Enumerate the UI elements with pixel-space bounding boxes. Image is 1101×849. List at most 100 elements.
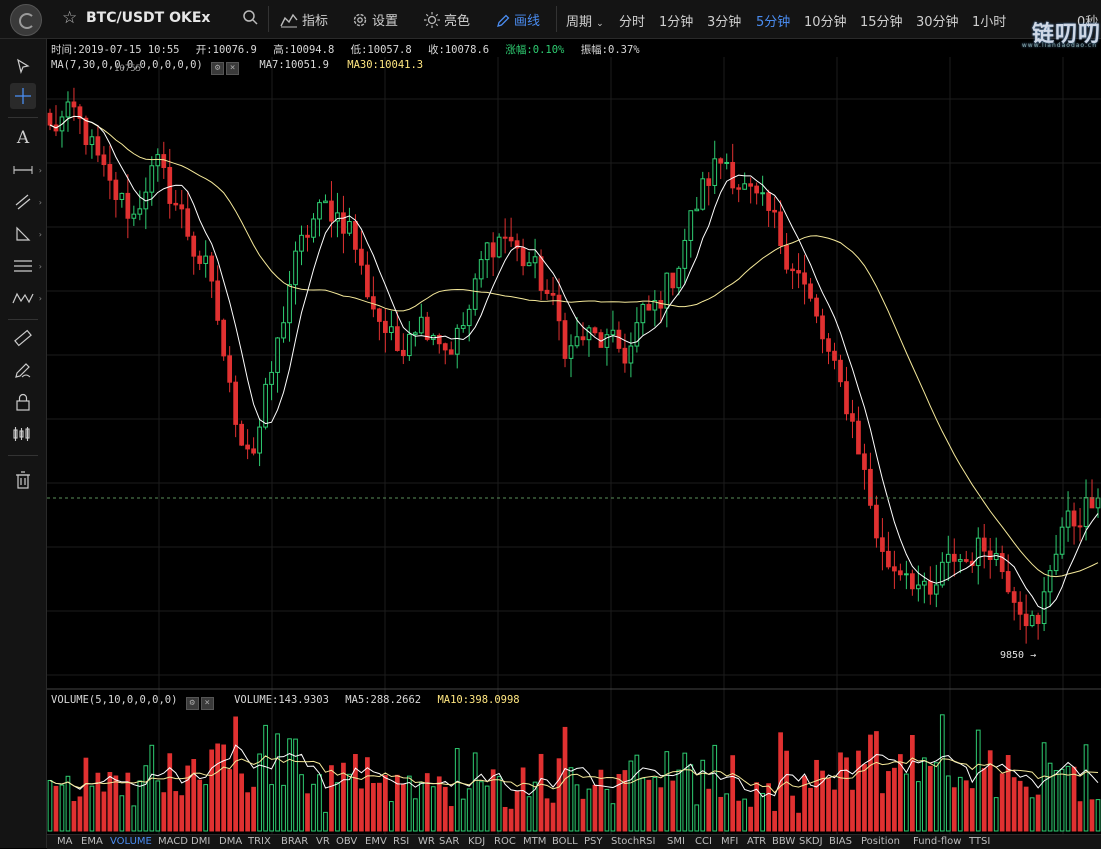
indicator-tab-brar[interactable]: BRAR [281, 836, 309, 847]
logo-icon[interactable] [10, 4, 42, 36]
indicator-tab-trix[interactable]: TRIX [248, 836, 271, 847]
period-option[interactable]: 分时 [619, 15, 646, 30]
indicator-tab-smi[interactable]: SMI [667, 836, 685, 847]
favorite-star-icon[interactable]: ☆ [62, 8, 78, 28]
indicator-tab-macd[interactable]: MACD [158, 836, 188, 847]
candle-body [323, 200, 328, 204]
indicator-tab-rsi[interactable]: RSI [393, 836, 410, 847]
indicator-tab-ema[interactable]: EMA [81, 836, 103, 847]
indicator-tab-skdj[interactable]: SKDJ [799, 836, 823, 847]
indicator-tab-cci[interactable]: CCI [695, 836, 712, 847]
text-icon[interactable]: A [16, 128, 30, 148]
indicator-tab-sar[interactable]: SAR [439, 836, 460, 847]
volume-bar [898, 754, 903, 832]
period-option[interactable]: 15分钟 [860, 15, 903, 30]
ma-params[interactable]: MA(7,30,0,0,0,0,0,0,0,0) [51, 59, 203, 71]
trash-icon[interactable] [10, 467, 36, 493]
candle-body [299, 234, 304, 252]
indicator-tab-mfi[interactable]: MFI [721, 836, 739, 847]
period-dropdown[interactable]: 周期 ⌄ [566, 11, 604, 30]
indicator-tab-bbw[interactable]: BBW [772, 836, 796, 847]
indicator-tab-roc[interactable]: ROC [494, 836, 516, 847]
ma-close-icon[interactable]: × [226, 62, 240, 75]
indicator-tab-volume[interactable]: VOLUME [110, 836, 152, 847]
volume-ma10-value: MA10:398.0998 [437, 694, 520, 706]
volume-bar [969, 788, 975, 832]
ma-settings-icon[interactable]: ⚙ [211, 62, 225, 75]
candle-body [185, 208, 191, 237]
indicator-tab-wr[interactable]: WR [418, 836, 435, 847]
volume-bar [95, 772, 101, 832]
volume-close-icon[interactable]: × [200, 697, 214, 710]
candle-body [987, 550, 993, 560]
indicator-tab-bias[interactable]: BIAS [829, 836, 852, 847]
cursor-arrow-icon[interactable] [10, 53, 36, 79]
volume-bar [371, 783, 376, 832]
volume-bar [335, 782, 340, 832]
indicator-tab-emv[interactable]: EMV [365, 836, 387, 847]
period-option[interactable]: 30分钟 [916, 15, 959, 30]
period-option-active[interactable]: 5分钟 [756, 15, 791, 30]
candle-body [634, 322, 640, 347]
indicator-tab-stochrsi[interactable]: StochRSI [611, 836, 656, 847]
volume-bar [317, 774, 322, 832]
volume-bar [89, 785, 95, 832]
triangle-icon[interactable]: › [10, 221, 42, 247]
candles-icon[interactable] [10, 421, 36, 447]
volume-bar [1089, 799, 1095, 832]
candle-body [981, 537, 987, 552]
parallel-lines-icon[interactable]: › [10, 189, 42, 215]
indicator-tab-position[interactable]: Position [861, 836, 900, 847]
indicators-button[interactable]: 指标 [280, 10, 328, 29]
search-icon[interactable] [242, 9, 258, 25]
candle-body [814, 297, 819, 317]
horizontal-ray-icon[interactable]: › [13, 166, 42, 175]
indicator-tab-ttsi[interactable]: TTSI [969, 836, 991, 847]
indicator-tab-dma[interactable]: DMA [219, 836, 243, 847]
pencil-icon[interactable] [10, 357, 36, 383]
volume-bar [616, 774, 622, 832]
draw-button[interactable]: 画线 [496, 10, 540, 29]
volume-bar [143, 765, 149, 832]
candle-body [951, 553, 957, 562]
fib-lines-icon[interactable]: › [14, 260, 42, 272]
indicator-tab-psy[interactable]: PSY [584, 836, 603, 847]
indicator-tab-kdj[interactable]: KDJ [468, 836, 486, 847]
brightness-button[interactable]: 亮色 [424, 10, 470, 29]
trading-pair-title[interactable]: BTC/USDT OKEx [86, 10, 211, 26]
volume-bar [293, 738, 298, 832]
wave-icon[interactable]: › [10, 285, 42, 311]
candle-body [1095, 497, 1101, 509]
indicator-tab-boll[interactable]: BOLL [552, 836, 578, 847]
settings-button[interactable]: 设置 [352, 10, 398, 29]
indicator-tab-ma[interactable]: MA [57, 836, 73, 847]
indicator-tab-obv[interactable]: OBV [336, 836, 358, 847]
volume-params[interactable]: VOLUME(5,10,0,0,0,0) [51, 694, 178, 706]
candle-body [371, 296, 376, 310]
volume-settings-icon[interactable]: ⚙ [185, 697, 199, 710]
candle-body [293, 250, 298, 286]
crosshair-icon[interactable] [10, 83, 36, 109]
candle-body [257, 426, 262, 454]
period-option[interactable]: 10分钟 [804, 15, 847, 30]
candle-body [700, 178, 706, 210]
indicator-tab-vr[interactable]: VR [316, 836, 330, 847]
ruler-icon[interactable] [10, 325, 36, 351]
indicator-tab-fund-flow[interactable]: Fund-flow [913, 836, 962, 847]
indicator-tab-atr[interactable]: ATR [747, 836, 767, 847]
candle-body [179, 204, 185, 210]
volume-bar [826, 778, 831, 832]
lock-icon[interactable] [10, 389, 36, 415]
candle-body [892, 566, 897, 572]
indicator-tab-dmi[interactable]: DMI [191, 836, 211, 847]
volume-bar [424, 773, 430, 832]
high-marker: 10755 [114, 64, 142, 74]
price-chart[interactable] [47, 39, 1101, 834]
period-option[interactable]: 3分钟 [707, 15, 742, 30]
volume-bar [802, 775, 807, 832]
volume-bar [556, 758, 562, 832]
candle-body [155, 154, 161, 167]
period-option[interactable]: 1小时 [972, 15, 1007, 30]
period-option[interactable]: 1分钟 [659, 15, 694, 30]
indicator-tab-mtm[interactable]: MTM [523, 836, 547, 847]
